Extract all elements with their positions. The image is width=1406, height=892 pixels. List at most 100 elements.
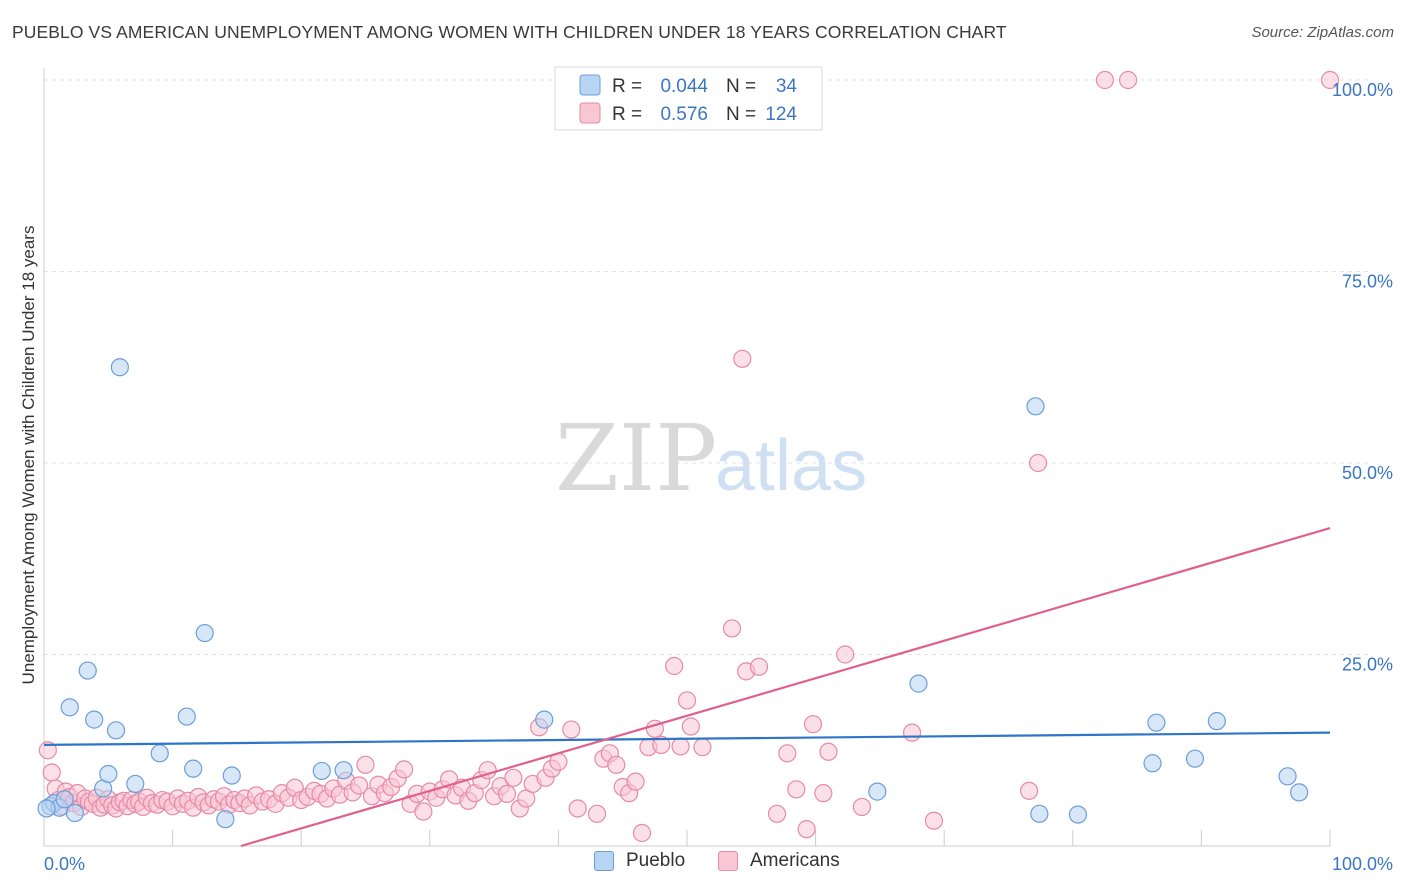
legend-bottom-americans-swatch	[718, 851, 738, 871]
pueblo-point-11	[110, 358, 129, 377]
pueblo-point-17	[216, 810, 235, 829]
americans-trend-line	[240, 527, 1331, 848]
legend-pueblo-swatch	[579, 74, 601, 96]
y-tick-label-1: 50.0%	[1342, 463, 1393, 483]
chart-title: PUEBLO VS AMERICAN UNEMPLOYMENT AMONG WO…	[12, 22, 1007, 42]
americans-point-117	[767, 804, 787, 823]
x-tick-label-min: 0.0%	[44, 854, 85, 874]
legend-americans-r-label: R =	[612, 104, 642, 125]
legend-bottom: Pueblo Americans	[0, 850, 1406, 880]
pueblo-point-16	[195, 623, 214, 643]
americans-point-121	[803, 715, 823, 734]
americans-point-131	[1118, 70, 1138, 90]
pueblo-point-3	[55, 790, 74, 809]
legend-bottom-americans-label: Americans	[750, 850, 840, 871]
americans-point-0	[38, 741, 57, 760]
americans-point-86	[497, 784, 517, 804]
legend-americans-n-value: 124	[765, 104, 797, 125]
americans-point-87	[504, 768, 523, 787]
pueblo-point-5	[65, 803, 84, 823]
pueblo-point-6	[78, 661, 97, 680]
watermark-atlas: atlas	[715, 426, 867, 506]
legend-bottom-pueblo-label: Pueblo	[626, 850, 686, 871]
source-label: Source: ZipAtlas.com	[1251, 24, 1394, 41]
americans-point-108	[665, 656, 684, 676]
americans-point-96	[568, 799, 587, 818]
pueblo-point-13	[150, 744, 169, 763]
x-tick-label-max: 100.0%	[1332, 854, 1393, 874]
watermark-zip: ZIP	[555, 405, 717, 512]
pueblo-point-32	[1290, 783, 1309, 802]
axes	[43, 68, 1331, 847]
pueblo-point-21	[535, 710, 554, 729]
legend-pueblo-r-value: 0.044	[660, 76, 708, 97]
americans-point-118	[778, 744, 797, 763]
legend-pueblo-n-label: N =	[726, 76, 756, 97]
americans-point-123	[819, 742, 838, 761]
pueblo-point-26	[1068, 805, 1088, 824]
trend-lines	[43, 527, 1331, 848]
pueblo-point-7	[85, 710, 104, 729]
pueblo-point-15	[184, 759, 203, 778]
data-points	[37, 70, 1340, 843]
y-tick-label-2: 75.0%	[1342, 272, 1393, 292]
americans-point-97	[587, 804, 607, 823]
y-tick-label-3: 100.0%	[1332, 80, 1393, 100]
legend-americans-r-value: 0.576	[660, 104, 708, 125]
pueblo-point-31	[1278, 767, 1297, 786]
legend-pueblo-r-label: R =	[612, 76, 642, 97]
pueblo-point-33	[37, 799, 56, 818]
pueblo-point-29	[1185, 749, 1205, 768]
pueblo-point-30	[1207, 712, 1226, 731]
americans-point-70	[394, 760, 414, 779]
americans-point-109	[671, 737, 690, 756]
americans-point-129	[1028, 453, 1048, 473]
americans-point-112	[693, 738, 712, 757]
americans-point-116	[749, 657, 769, 676]
x-tick-labels: 0.0% 100.0%	[44, 854, 1393, 874]
pueblo-point-9	[99, 764, 118, 784]
americans-point-125	[852, 797, 871, 817]
americans-point-113	[722, 619, 742, 638]
pueblo-point-25	[1030, 804, 1049, 823]
americans-point-119	[787, 780, 806, 799]
gridlines	[44, 79, 1370, 655]
americans-point-122	[814, 784, 833, 803]
americans-point-95	[562, 720, 581, 739]
legend-bottom-pueblo: Pueblo	[594, 850, 685, 872]
americans-point-120	[797, 820, 816, 839]
y-tick-label-0: 25.0%	[1342, 655, 1393, 675]
legend-americans-swatch	[579, 102, 601, 124]
pueblo-point-27	[1143, 754, 1162, 773]
legend-bottom-pueblo-swatch	[594, 851, 614, 871]
americans-point-132	[1320, 70, 1340, 90]
americans-point-124	[836, 645, 855, 664]
pueblo-point-14	[177, 707, 196, 726]
americans-point-110	[677, 691, 697, 710]
americans-point-100	[607, 755, 626, 774]
americans-point-1	[42, 763, 61, 782]
pueblo-point-18	[222, 766, 241, 785]
americans-point-126	[902, 723, 922, 742]
pueblo-point-23	[909, 674, 928, 693]
americans-point-114	[733, 349, 752, 368]
americans-point-127	[924, 811, 944, 830]
americans-point-103	[626, 772, 645, 791]
pueblo-point-22	[868, 782, 887, 801]
americans-point-107	[652, 735, 671, 754]
pueblo-point-24	[1026, 397, 1045, 416]
watermark: ZIP atlas	[555, 405, 867, 512]
americans-point-128	[1019, 781, 1039, 800]
legend-top: R = 0.044 N = 34 R = 0.576 N = 124	[554, 66, 823, 131]
legend-pueblo-n-value: 34	[776, 76, 798, 97]
pueblo-trend-line	[43, 731, 1331, 746]
americans-point-73	[414, 802, 433, 821]
y-tick-labels: 25.0% 50.0% 75.0% 100.0%	[1332, 80, 1393, 675]
americans-point-64	[356, 755, 375, 774]
pueblo-point-4	[60, 698, 79, 717]
pueblo-point-19	[312, 761, 331, 781]
legend-bottom-americans: Americans	[718, 850, 840, 872]
americans-point-104	[632, 823, 652, 843]
americans-point-130	[1095, 70, 1115, 90]
